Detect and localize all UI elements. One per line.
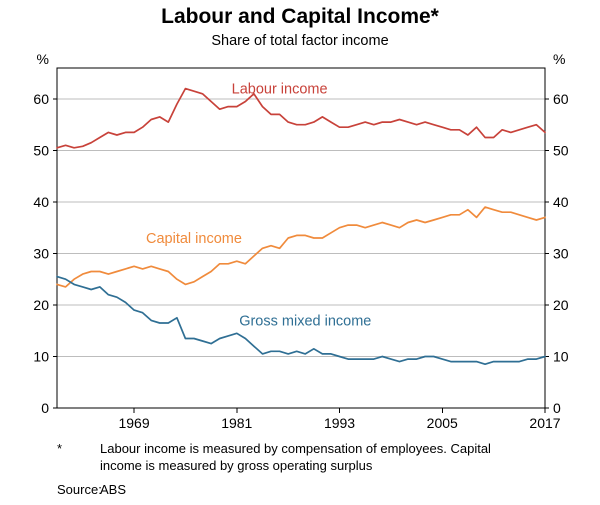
series-label-capital-income: Capital income <box>146 231 242 247</box>
series-label-labour-income: Labour income <box>232 82 328 98</box>
footnote-text: Labour income is measured by compensatio… <box>100 441 491 473</box>
y-tick-label-left-40: 40 <box>33 194 49 210</box>
y-tick-label-left-0: 0 <box>41 400 49 416</box>
x-tick-label-1969: 1969 <box>118 415 149 431</box>
source-text: ABS <box>100 482 127 497</box>
y-tick-label-right-60: 60 <box>553 91 569 107</box>
y-tick-label-right-40: 40 <box>553 194 569 210</box>
x-tick-label-2017: 2017 <box>529 415 560 431</box>
y-tick-label-left-50: 50 <box>33 142 49 158</box>
x-tick-label-2005: 2005 <box>427 415 458 431</box>
y-tick-label-right-50: 50 <box>553 142 569 158</box>
series-line-labour-income <box>56 87 546 149</box>
x-tick-label-1993: 1993 <box>324 415 355 431</box>
y-tick-label-left-60: 60 <box>33 91 49 107</box>
y-tick-label-right-0: 0 <box>553 400 561 416</box>
series-line-capital-income <box>56 206 546 288</box>
source-label: Source: <box>57 482 102 497</box>
y-axis-unit-left: % <box>37 52 49 67</box>
footnote: * Labour income is measured by compensat… <box>57 441 500 475</box>
line-chart: 0 0 10 10 20 20 30 30 40 40 50 50 60 60% % 1969 1981 1993… <box>33 52 569 431</box>
plot-border <box>56 67 546 409</box>
y-axis-unit-right: % <box>553 52 565 67</box>
y-tick-label-right-20: 20 <box>553 297 569 313</box>
series-line-gross-mixed-income <box>56 275 546 366</box>
chart-title: Labour and Capital Income* <box>161 5 439 28</box>
y-tick-label-left-30: 30 <box>33 245 49 261</box>
y-tick-label-left-10: 10 <box>33 348 49 364</box>
x-tick-label-1981: 1981 <box>221 415 252 431</box>
y-tick-label-right-30: 30 <box>553 245 569 261</box>
y-tick-label-left-20: 20 <box>33 297 49 313</box>
footnote-marker: * <box>57 441 63 456</box>
series-label-gross-mixed-income: Gross mixed income <box>239 313 371 329</box>
source-line: Source:ABS <box>57 482 126 497</box>
y-tick-label-right-10: 10 <box>553 348 569 364</box>
chart-subtitle: Share of total factor income <box>211 33 389 49</box>
